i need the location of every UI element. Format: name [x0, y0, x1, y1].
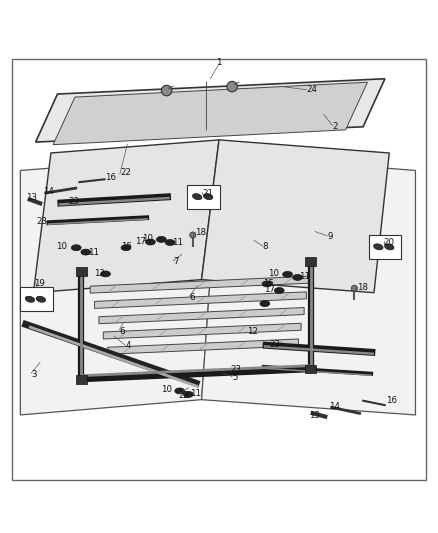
Polygon shape [103, 323, 301, 339]
Text: 23: 23 [68, 197, 79, 206]
Ellipse shape [260, 301, 270, 306]
Text: 16: 16 [105, 173, 116, 182]
Bar [76, 268, 87, 276]
Text: 14: 14 [43, 187, 54, 196]
Ellipse shape [283, 271, 293, 277]
Polygon shape [20, 155, 219, 415]
Text: 17: 17 [264, 285, 275, 294]
Text: 21: 21 [202, 189, 213, 198]
Text: 13: 13 [25, 193, 37, 203]
Polygon shape [99, 308, 304, 324]
Text: 6: 6 [120, 327, 125, 336]
Text: 23: 23 [37, 217, 48, 227]
Ellipse shape [145, 239, 155, 245]
Polygon shape [108, 339, 298, 354]
Ellipse shape [184, 391, 193, 398]
Polygon shape [201, 140, 389, 293]
Text: 24: 24 [306, 85, 317, 94]
Bar [76, 375, 87, 384]
Text: 16: 16 [386, 395, 397, 405]
Text: 10: 10 [56, 242, 67, 251]
Text: 2: 2 [332, 122, 338, 131]
Text: 10: 10 [142, 233, 153, 243]
Ellipse shape [262, 281, 272, 287]
Text: 5: 5 [232, 373, 237, 382]
Text: 11: 11 [172, 238, 183, 247]
Ellipse shape [101, 271, 110, 277]
Text: 22: 22 [120, 168, 131, 177]
Text: 17: 17 [135, 237, 146, 246]
Text: 23: 23 [231, 365, 242, 374]
Text: 7: 7 [173, 257, 179, 266]
Text: 9: 9 [327, 232, 332, 241]
Text: 6: 6 [189, 293, 195, 302]
Ellipse shape [274, 288, 284, 294]
Ellipse shape [293, 274, 303, 280]
Text: 13: 13 [309, 411, 320, 421]
Ellipse shape [374, 244, 383, 250]
Ellipse shape [156, 237, 166, 243]
Ellipse shape [121, 245, 131, 251]
Ellipse shape [175, 388, 184, 394]
Polygon shape [201, 155, 416, 415]
Polygon shape [95, 292, 306, 309]
Text: 23: 23 [269, 340, 280, 349]
Bar [305, 257, 316, 266]
Text: 11: 11 [88, 248, 99, 256]
Ellipse shape [25, 296, 35, 302]
Polygon shape [90, 276, 311, 293]
Text: 10: 10 [161, 385, 172, 394]
Polygon shape [33, 140, 219, 293]
Text: 18: 18 [357, 283, 367, 292]
Ellipse shape [203, 193, 213, 200]
Ellipse shape [71, 245, 81, 251]
Bar [368, 235, 401, 259]
Circle shape [227, 82, 237, 92]
Text: 12: 12 [94, 269, 105, 278]
Bar [187, 184, 220, 208]
Text: 14: 14 [329, 402, 340, 411]
Text: 18: 18 [195, 228, 206, 237]
Text: 22: 22 [179, 391, 190, 400]
Circle shape [190, 232, 196, 238]
Text: 4: 4 [125, 341, 131, 350]
Text: 11: 11 [190, 390, 201, 399]
Ellipse shape [165, 239, 175, 245]
Text: 15: 15 [263, 279, 274, 288]
Circle shape [161, 85, 172, 96]
Ellipse shape [192, 193, 202, 200]
Text: 12: 12 [247, 327, 258, 336]
Text: 8: 8 [263, 243, 268, 252]
Text: 10: 10 [268, 269, 279, 278]
Text: 15: 15 [121, 243, 132, 252]
Ellipse shape [385, 244, 394, 250]
Polygon shape [35, 79, 385, 142]
Polygon shape [53, 82, 367, 144]
Bar [305, 365, 316, 374]
Text: 3: 3 [31, 370, 37, 379]
Text: 11: 11 [299, 272, 310, 281]
Ellipse shape [81, 249, 91, 255]
Circle shape [351, 285, 357, 292]
Text: 1: 1 [216, 58, 222, 67]
Bar [20, 287, 53, 311]
Ellipse shape [36, 296, 46, 302]
Text: 20: 20 [384, 238, 395, 247]
Text: 19: 19 [34, 279, 45, 288]
